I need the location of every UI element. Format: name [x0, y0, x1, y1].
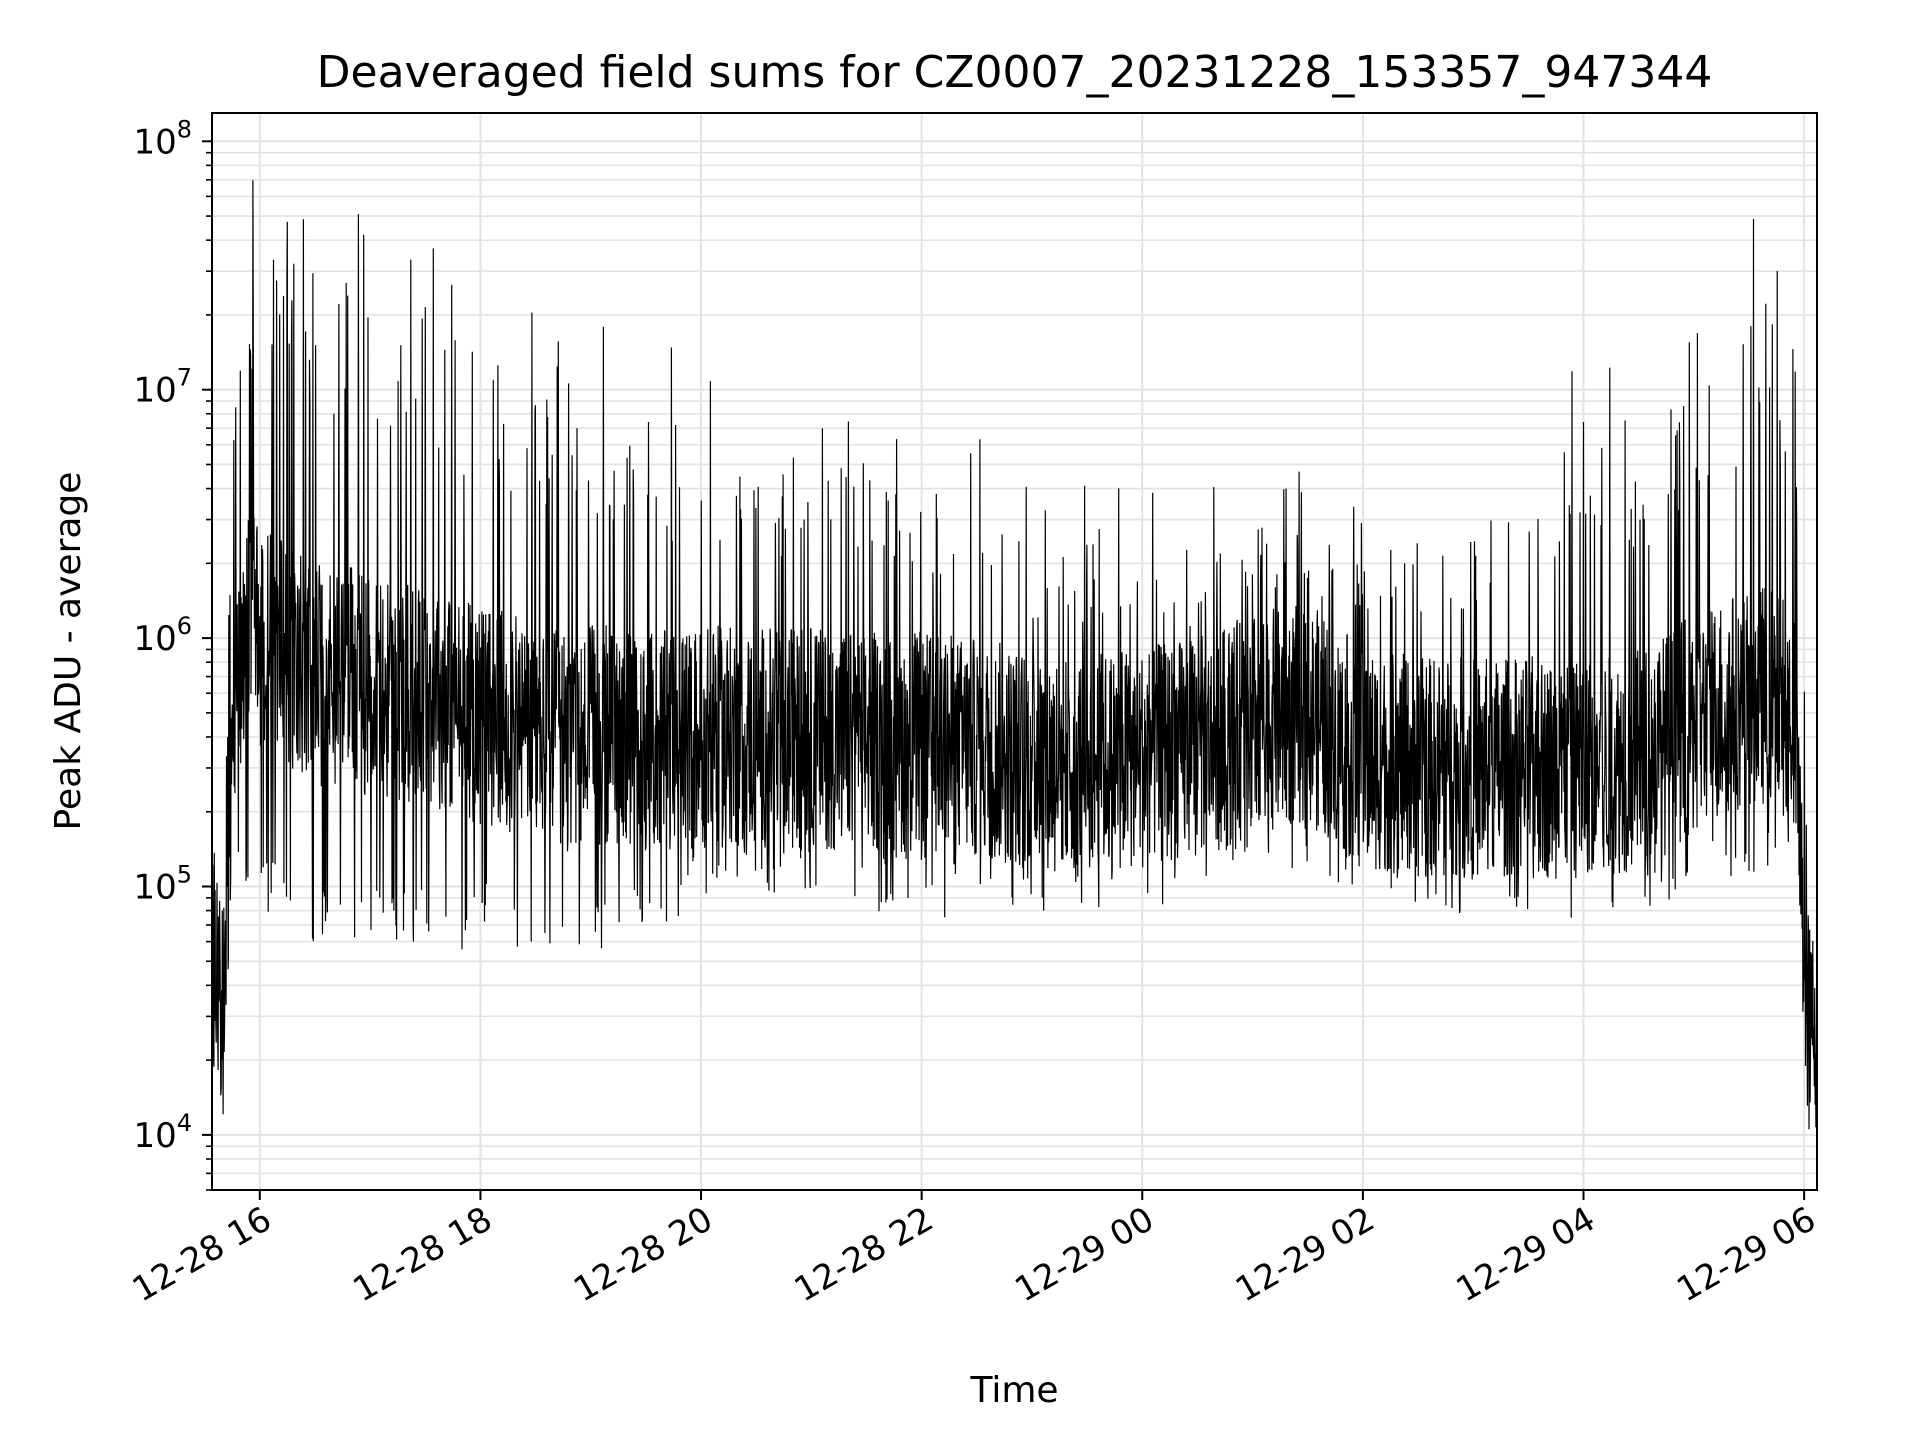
y-tick-label: 108: [133, 115, 192, 162]
y-tick-label: 107: [133, 364, 192, 411]
y-tick-label: 105: [133, 860, 192, 907]
grid: [212, 113, 1817, 1191]
y-tick-label: 104: [133, 1109, 192, 1156]
x-axis-label: Time: [969, 1370, 1058, 1411]
chart-title: Deaveraged field sums for CZ0007_2023122…: [317, 47, 1713, 98]
plot-frame: [211, 112, 1818, 1191]
y-tick-label: 106: [133, 612, 192, 659]
series-line-peak-adu: [212, 180, 1817, 1130]
y-axis: 104 105 106 107 108: [133, 115, 212, 1191]
plot-area: [212, 180, 1817, 1130]
y-axis-label: Peak ADU - average: [48, 472, 89, 831]
